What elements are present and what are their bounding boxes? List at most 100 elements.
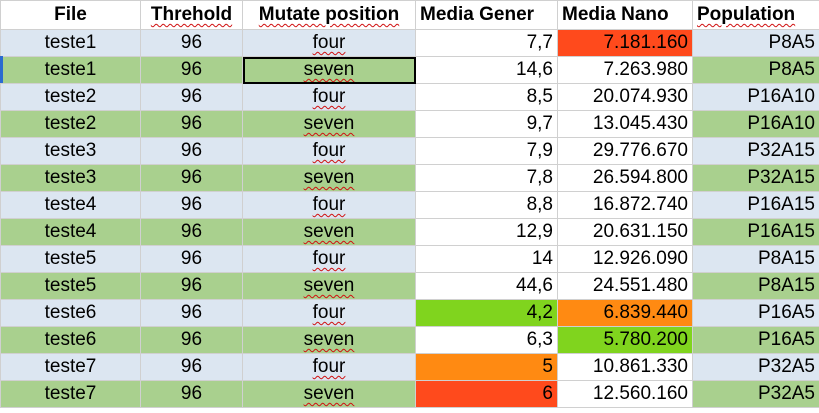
cell-mutate-position-text: seven <box>303 221 355 242</box>
cell-population[interactable]: P16A15 <box>692 191 819 219</box>
cell-file[interactable]: teste5 <box>0 272 141 300</box>
column-header-threshold[interactable]: Threhold <box>140 0 243 30</box>
cell-file[interactable]: teste2 <box>0 110 141 138</box>
cell-media-gener[interactable]: 5 <box>415 353 558 381</box>
cell-threshold[interactable]: 96 <box>140 380 243 408</box>
cell-threshold[interactable]: 96 <box>140 164 243 192</box>
cell-file[interactable]: teste7 <box>0 380 141 408</box>
cell-mutate-position[interactable]: four <box>242 137 416 165</box>
cell-media-nano[interactable]: 12.926.090 <box>557 245 693 273</box>
cell-threshold[interactable]: 96 <box>140 29 243 57</box>
cell-mutate-position[interactable]: seven <box>242 56 416 84</box>
cell-media-nano[interactable]: 16.872.740 <box>557 191 693 219</box>
cell-threshold[interactable]: 96 <box>140 326 243 354</box>
cell-media-nano[interactable]: 5.780.200 <box>557 326 693 354</box>
cell-threshold[interactable]: 96 <box>140 56 243 84</box>
cell-threshold[interactable]: 96 <box>140 218 243 246</box>
cell-media-nano[interactable]: 20.074.930 <box>557 83 693 111</box>
cell-media-nano[interactable]: 20.631.150 <box>557 218 693 246</box>
cell-mutate-position[interactable]: seven <box>242 326 416 354</box>
cell-mutate-position[interactable]: seven <box>242 164 416 192</box>
cell-population[interactable]: P32A15 <box>692 164 819 192</box>
cell-population[interactable]: P32A15 <box>692 137 819 165</box>
cell-media-gener[interactable]: 6,3 <box>415 326 558 354</box>
cell-mutate-position[interactable]: four <box>242 29 416 57</box>
cell-media-nano[interactable]: 24.551.480 <box>557 272 693 300</box>
cell-media-nano[interactable]: 26.594.800 <box>557 164 693 192</box>
cell-media-gener[interactable]: 8,8 <box>415 191 558 219</box>
cell-threshold[interactable]: 96 <box>140 110 243 138</box>
cell-media-gener[interactable]: 6 <box>415 380 558 408</box>
cell-file[interactable]: teste3 <box>0 164 141 192</box>
cell-media-nano[interactable]: 13.045.430 <box>557 110 693 138</box>
cell-file[interactable]: teste1 <box>0 29 141 57</box>
column-header-file[interactable]: File <box>0 0 141 30</box>
cell-threshold[interactable]: 96 <box>140 299 243 327</box>
cell-media-gener[interactable]: 14 <box>415 245 558 273</box>
cell-media-gener[interactable]: 7,8 <box>415 164 558 192</box>
table-row: teste2 96 seven 9,7 13.045.430 P16A10 <box>0 110 819 138</box>
cell-mutate-position[interactable]: four <box>242 299 416 327</box>
cell-mutate-position[interactable]: four <box>242 353 416 381</box>
cell-file[interactable]: teste5 <box>0 245 141 273</box>
cell-media-nano[interactable]: 7.181.160 <box>557 29 693 57</box>
cell-file[interactable]: teste3 <box>0 137 141 165</box>
cell-media-nano[interactable]: 10.861.330 <box>557 353 693 381</box>
cell-mutate-position[interactable]: seven <box>242 110 416 138</box>
column-header-media-nano[interactable]: Media Nano <box>557 0 693 30</box>
cell-file[interactable]: teste1 <box>0 56 141 84</box>
cell-threshold[interactable]: 96 <box>140 272 243 300</box>
cell-mutate-position[interactable]: four <box>242 83 416 111</box>
column-header-mutate-position[interactable]: Mutate position <box>242 0 416 30</box>
cell-media-gener[interactable]: 14,6 <box>415 56 558 84</box>
cell-population[interactable]: P32A5 <box>692 380 819 408</box>
cell-mutate-position[interactable]: seven <box>242 218 416 246</box>
cell-population[interactable]: P8A5 <box>692 29 819 57</box>
cell-media-gener[interactable]: 12,9 <box>415 218 558 246</box>
cell-population[interactable]: P16A5 <box>692 326 819 354</box>
cell-mutate-position[interactable]: seven <box>242 380 416 408</box>
cell-mutate-position-text: seven <box>303 59 355 80</box>
cell-media-gener[interactable]: 9,7 <box>415 110 558 138</box>
cell-mutate-position-text: seven <box>303 113 355 134</box>
cell-media-nano[interactable]: 7.263.980 <box>557 56 693 84</box>
cell-media-nano[interactable]: 29.776.670 <box>557 137 693 165</box>
cell-media-gener[interactable]: 4,2 <box>415 299 558 327</box>
cell-population[interactable]: P16A10 <box>692 83 819 111</box>
cell-threshold[interactable]: 96 <box>140 353 243 381</box>
cell-mutate-position[interactable]: four <box>242 245 416 273</box>
cell-threshold[interactable]: 96 <box>140 245 243 273</box>
cell-mutate-position[interactable]: seven <box>242 272 416 300</box>
cell-media-gener[interactable]: 8,5 <box>415 83 558 111</box>
cell-media-gener[interactable]: 7,7 <box>415 29 558 57</box>
cell-population[interactable]: P16A15 <box>692 218 819 246</box>
cell-file[interactable]: teste7 <box>0 353 141 381</box>
column-header-media-gener[interactable]: Media Gener <box>415 0 558 30</box>
cell-file[interactable]: teste2 <box>0 83 141 111</box>
cell-file[interactable]: teste4 <box>0 191 141 219</box>
cell-threshold[interactable]: 96 <box>140 137 243 165</box>
cell-mutate-position[interactable]: four <box>242 191 416 219</box>
table-row: teste3 96 four 7,9 29.776.670 P32A15 <box>0 137 819 165</box>
cell-population[interactable]: P16A10 <box>692 110 819 138</box>
cell-threshold[interactable]: 96 <box>140 83 243 111</box>
table-row: teste6 96 seven 6,3 5.780.200 P16A5 <box>0 326 819 354</box>
cell-media-nano[interactable]: 12.560.160 <box>557 380 693 408</box>
cell-population[interactable]: P32A5 <box>692 353 819 381</box>
cell-media-nano[interactable]: 6.839.440 <box>557 299 693 327</box>
active-row-indicator <box>0 56 3 83</box>
cell-media-gener[interactable]: 44,6 <box>415 272 558 300</box>
cell-file[interactable]: teste6 <box>0 326 141 354</box>
cell-population[interactable]: P8A15 <box>692 272 819 300</box>
table-row: teste6 96 four 4,2 6.839.440 P16A5 <box>0 299 819 327</box>
cell-population[interactable]: P8A5 <box>692 56 819 84</box>
cell-population[interactable]: P8A15 <box>692 245 819 273</box>
column-header-population[interactable]: Population <box>692 0 819 30</box>
cell-file[interactable]: teste6 <box>0 299 141 327</box>
cell-threshold[interactable]: 96 <box>140 191 243 219</box>
cell-file[interactable]: teste4 <box>0 218 141 246</box>
cell-population[interactable]: P16A5 <box>692 299 819 327</box>
cell-media-gener[interactable]: 7,9 <box>415 137 558 165</box>
